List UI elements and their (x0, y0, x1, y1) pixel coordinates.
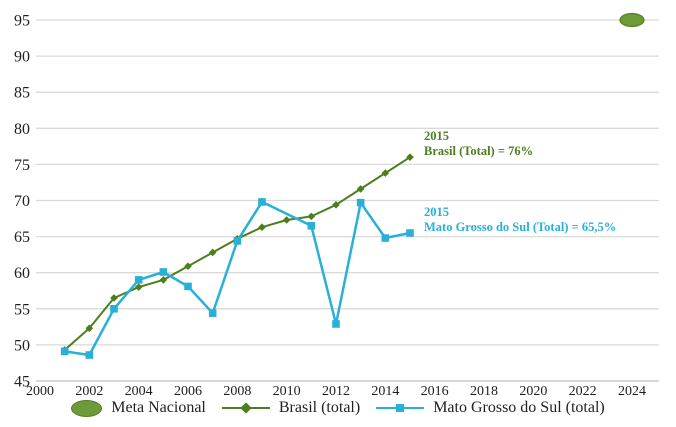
y-tick-label-55: 55 (14, 301, 30, 318)
y-tick-label-45: 45 (14, 374, 30, 391)
meta-nacional-ellipse-icon (71, 399, 103, 417)
marker-ms-2004 (134, 276, 143, 284)
x-tick-label-2008: 2008 (223, 384, 251, 399)
series-line-brasil (64, 156, 411, 351)
y-tick-label-50: 50 (14, 337, 30, 354)
marker-brasil-2012 (332, 201, 340, 209)
y-tick-label-65: 65 (14, 229, 30, 246)
marker-ms-2013 (356, 198, 365, 207)
y-tick-label-70: 70 (14, 193, 30, 210)
x-tick-label-2018: 2018 (470, 384, 498, 399)
y-tick-label-90: 90 (14, 49, 30, 66)
marker-brasil-2003 (110, 294, 118, 302)
marker-ms-2009 (258, 198, 266, 206)
y-tick-label-75: 75 (14, 157, 30, 174)
marker-brasil-2015 (406, 153, 414, 161)
annotation-brasil-value: Brasil (Total) = 76% (424, 144, 534, 159)
x-tick-label-2000: 2000 (26, 384, 54, 399)
x-tick-label-2022: 2022 (569, 384, 597, 399)
marker-ms-2012 (332, 320, 340, 328)
marker-brasil-2010 (282, 216, 291, 224)
x-tick-label-2024: 2024 (618, 384, 646, 399)
y-tick-label-60: 60 (14, 265, 30, 282)
x-tick-label-2020: 2020 (519, 384, 547, 399)
y-tick-label-80: 80 (14, 121, 30, 138)
legend-label-brasil: Brasil (total) (278, 399, 361, 416)
marker-brasil-2002 (85, 324, 94, 333)
y-tick-label-85: 85 (14, 85, 30, 102)
x-tick-label-2006: 2006 (174, 384, 202, 399)
x-tick-label-2016: 2016 (421, 384, 449, 399)
ms-line-square-icon (376, 404, 425, 413)
x-tick-label-2010: 2010 (273, 384, 301, 399)
annotation-ms-year: 2015 (424, 205, 449, 219)
marker-ms-2014 (381, 234, 390, 242)
marker-brasil-2005 (159, 276, 168, 284)
x-tick-label-2002: 2002 (75, 384, 103, 399)
marker-ms-2008 (233, 237, 242, 245)
marker-ms-2003 (110, 305, 118, 313)
chart-legend: Meta Nacional Brasil (total) Mato Grosso… (0, 399, 676, 417)
legend-item-mato-grosso: Mato Grosso do Sul (total) (376, 399, 605, 417)
legend-label-meta-nacional: Meta Nacional (111, 399, 206, 416)
x-tick-label-2004: 2004 (125, 384, 153, 399)
annotation-brasil-year: 2015 (424, 129, 449, 143)
legend-item-meta-nacional: Meta Nacional (71, 399, 206, 417)
annotation-ms-2015: 2015 Mato Grosso do Sul (Total) = 65,5% (424, 205, 616, 236)
marker-ms-2001 (60, 347, 69, 356)
marker-brasil-2004 (134, 283, 143, 291)
marker-brasil-2011 (307, 212, 316, 221)
legend-item-brasil: Brasil (total) (221, 399, 361, 417)
marker-brasil-2006 (184, 262, 192, 271)
marker-ms-2002 (85, 351, 94, 359)
annotation-brasil-2015: 2015 Brasil (Total) = 76% (424, 129, 533, 160)
marker-ms-2006 (184, 282, 192, 291)
legend-label-mato-grosso: Mato Grosso do Sul (total) (433, 399, 605, 416)
marker-ms-2011 (307, 221, 316, 230)
y-tick-label-95: 95 (14, 13, 30, 30)
brasil-line-diamond-icon (221, 402, 270, 414)
marker-brasil-2007 (208, 248, 217, 257)
x-tick-label-2014: 2014 (371, 384, 399, 399)
meta-nacional-marker (619, 12, 645, 28)
marker-ms-2007 (208, 309, 217, 317)
x-tick-label-2012: 2012 (322, 384, 350, 399)
series-line-ms (64, 200, 411, 357)
marker-brasil-2009 (258, 223, 266, 232)
marker-brasil-2013 (356, 185, 365, 193)
annotation-ms-value: Mato Grosso do Sul (Total) = 65,5% (424, 220, 617, 235)
marker-brasil-2014 (381, 169, 390, 177)
marker-ms-2015 (406, 229, 414, 237)
marker-ms-2005 (159, 268, 168, 276)
